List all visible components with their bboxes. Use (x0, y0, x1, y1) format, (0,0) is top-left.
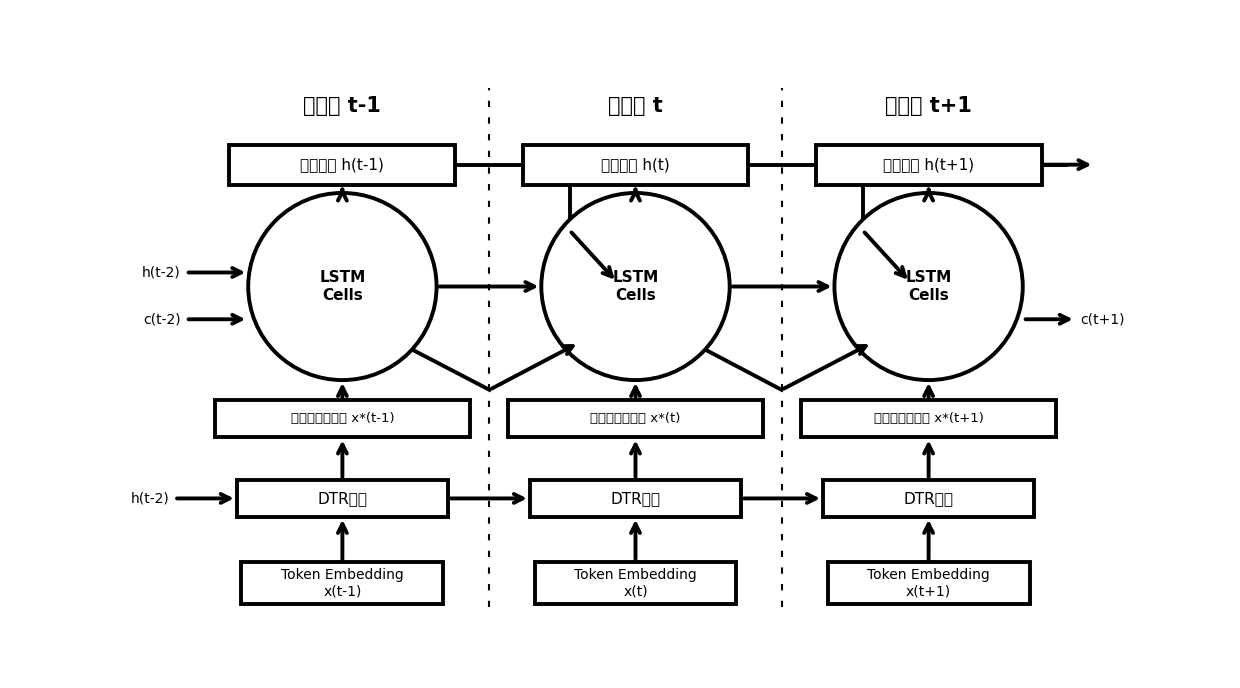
Text: c(t-2): c(t-2) (144, 312, 181, 326)
Text: DTR单元: DTR单元 (610, 491, 661, 506)
FancyBboxPatch shape (229, 144, 455, 184)
Text: 隐藏状态 h(t+1): 隐藏状态 h(t+1) (883, 157, 975, 172)
FancyBboxPatch shape (529, 480, 742, 517)
Text: LSTM
Cells: LSTM Cells (319, 270, 366, 303)
Text: 动态标识符表示 x*(t+1): 动态标识符表示 x*(t+1) (874, 413, 983, 425)
FancyBboxPatch shape (242, 562, 444, 604)
FancyBboxPatch shape (828, 562, 1029, 604)
FancyBboxPatch shape (522, 144, 749, 184)
FancyBboxPatch shape (801, 400, 1056, 438)
Text: DTR单元: DTR单元 (317, 491, 367, 506)
Text: 时间步 t+1: 时间步 t+1 (885, 96, 972, 116)
Ellipse shape (542, 193, 729, 380)
Text: 隐藏状态 h(t-1): 隐藏状态 h(t-1) (300, 157, 384, 172)
FancyBboxPatch shape (215, 400, 470, 438)
Text: LSTM
Cells: LSTM Cells (613, 270, 658, 303)
Text: DTR单元: DTR单元 (904, 491, 954, 506)
Ellipse shape (835, 193, 1023, 380)
Text: 时间步 t: 时间步 t (608, 96, 663, 116)
Text: LSTM
Cells: LSTM Cells (905, 270, 952, 303)
Text: 隐藏状态 h(t): 隐藏状态 h(t) (601, 157, 670, 172)
Text: Token Embedding
x(t-1): Token Embedding x(t-1) (281, 568, 404, 599)
Text: 动态标识符表示 x*(t-1): 动态标识符表示 x*(t-1) (290, 413, 394, 425)
Text: 时间步 t-1: 时间步 t-1 (304, 96, 382, 116)
Text: Token Embedding
x(t+1): Token Embedding x(t+1) (867, 568, 990, 599)
Text: 动态标识符表示 x*(t): 动态标识符表示 x*(t) (590, 413, 681, 425)
FancyBboxPatch shape (237, 480, 448, 517)
FancyBboxPatch shape (823, 480, 1034, 517)
FancyBboxPatch shape (816, 144, 1042, 184)
Text: Token Embedding
x(t): Token Embedding x(t) (574, 568, 697, 599)
Text: h(t-2): h(t-2) (143, 266, 181, 279)
Text: h(t-2): h(t-2) (130, 491, 170, 506)
Text: c(t+1): c(t+1) (1080, 312, 1125, 326)
Ellipse shape (248, 193, 436, 380)
FancyBboxPatch shape (508, 400, 763, 438)
FancyBboxPatch shape (534, 562, 737, 604)
